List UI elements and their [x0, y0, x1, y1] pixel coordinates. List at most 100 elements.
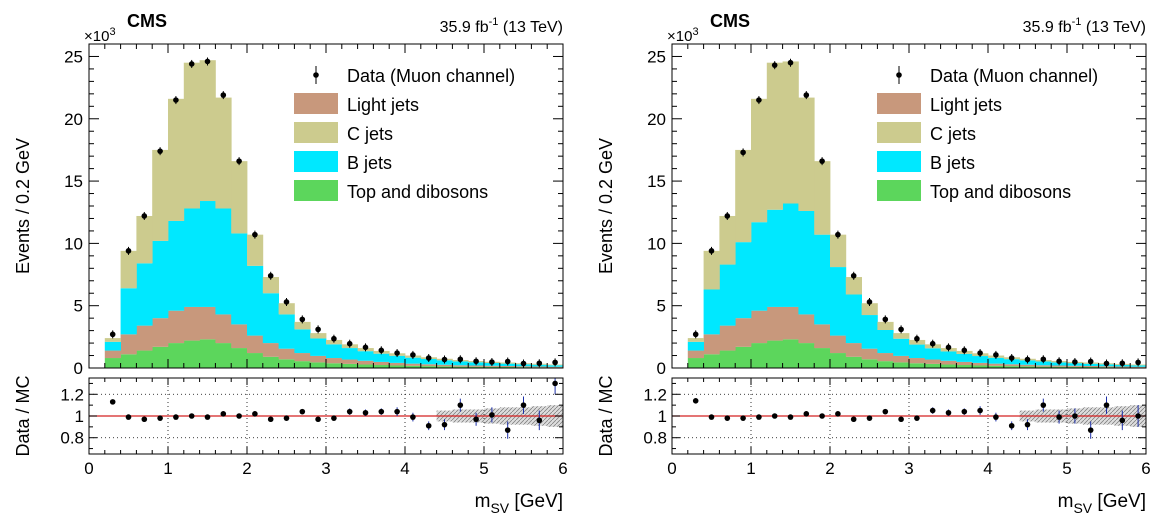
bar [877, 361, 894, 368]
data-point [552, 359, 558, 366]
bar [751, 98, 768, 223]
main-ticks [88, 43, 564, 369]
data-point [504, 358, 511, 365]
legend-label: Data (Muon channel) [930, 66, 1098, 86]
y-multiplier: ×103 [84, 26, 116, 45]
ratio-point [188, 413, 195, 419]
bar [766, 340, 783, 368]
data-point [109, 331, 116, 338]
bar [909, 344, 926, 359]
data-point [299, 316, 306, 323]
bar [436, 366, 453, 368]
ratio-panel: 0.8 1 1.2 Data / MC [13, 375, 564, 457]
bar [703, 354, 720, 368]
bar [1051, 365, 1068, 367]
bar [1003, 366, 1020, 368]
bar [341, 363, 358, 368]
bar [231, 348, 248, 368]
legend-label: Light jets [930, 95, 1002, 115]
y-tick-label: 15 [64, 172, 83, 191]
bar [877, 321, 894, 330]
stack [687, 61, 1147, 368]
bar [988, 363, 1005, 366]
y-tick-label: 10 [64, 234, 83, 253]
bar [215, 314, 232, 344]
bar [262, 343, 279, 357]
bar [735, 346, 752, 368]
series-top-and-dibosons [104, 339, 564, 368]
ratio-point [536, 417, 543, 424]
data-point [473, 358, 479, 365]
bar [104, 350, 121, 359]
bar [294, 353, 311, 362]
bar [766, 306, 783, 341]
bar [326, 363, 343, 368]
bar [405, 365, 422, 368]
bar [168, 343, 185, 368]
bar [152, 318, 169, 347]
ratio-point [771, 413, 778, 419]
ratio-point [724, 415, 731, 421]
ratio-point [898, 416, 904, 423]
bar [452, 366, 469, 368]
bar [940, 351, 957, 361]
bar [940, 364, 957, 368]
bar [341, 348, 358, 360]
bar [183, 208, 200, 307]
bar [199, 339, 216, 368]
bar [735, 242, 752, 319]
bar [972, 362, 989, 366]
data-point [819, 158, 825, 164]
x-tick-label: 4 [983, 459, 992, 478]
y-axis-title: Events / 0.2 GeV [596, 138, 616, 274]
bar [687, 358, 704, 368]
bar [247, 234, 264, 266]
x-tick-label: 1 [163, 459, 172, 478]
ratio-point [394, 408, 400, 415]
ratio-point [473, 416, 479, 423]
bar [452, 365, 469, 367]
ratio-point [204, 414, 211, 420]
bar [231, 161, 248, 234]
experiment-label: CMS [127, 11, 167, 31]
bar [893, 338, 910, 356]
data-point [457, 356, 464, 363]
ratio-tick-label: 1.2 [643, 385, 667, 404]
data-point [882, 316, 889, 323]
bar [262, 293, 279, 344]
bar [120, 334, 137, 355]
ratio-point [1119, 417, 1126, 424]
bar [484, 365, 501, 367]
legend: Data (Muon channel) Light jets C jets B jet… [294, 66, 515, 202]
ratio-tick-label: 1 [658, 407, 667, 426]
ratio-point [977, 407, 983, 414]
bar [751, 222, 768, 311]
bar [231, 233, 248, 325]
ratio-point [299, 408, 306, 415]
ratio-point [914, 415, 920, 421]
bar [278, 359, 295, 368]
ratio-point [1087, 427, 1094, 433]
data-point [914, 335, 920, 342]
bar [262, 356, 279, 368]
data-point [425, 355, 432, 361]
data-point [520, 360, 527, 367]
bar [861, 315, 878, 349]
bar [168, 310, 185, 344]
bar [199, 60, 216, 202]
bar [215, 343, 232, 368]
ratio-point [457, 402, 464, 408]
bar [310, 355, 327, 363]
ratio-point [141, 416, 148, 423]
bar [278, 303, 295, 315]
bar [420, 366, 437, 368]
data-point [536, 360, 543, 367]
bar [830, 353, 847, 368]
ratio-point [552, 380, 558, 387]
bar [152, 346, 169, 368]
bar [893, 355, 910, 363]
bar [468, 365, 485, 367]
ratio-panel: 0.8 1 1.2 Data / MC [596, 375, 1147, 457]
bar [893, 333, 910, 339]
